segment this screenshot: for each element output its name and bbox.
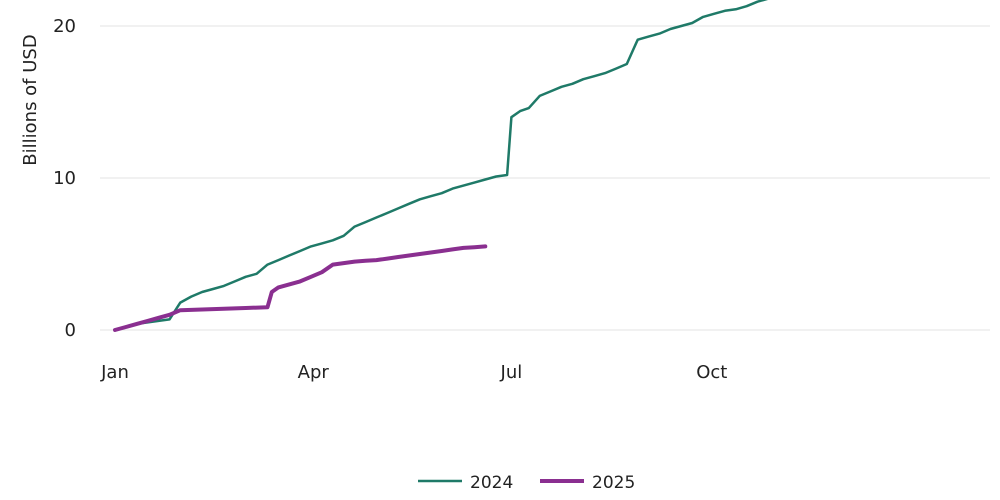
y-tick-label: 20 [53,16,76,37]
series-lines [113,0,769,332]
y-tick-label: 10 [53,168,76,189]
x-tick-label: Jan [100,362,129,383]
legend-label: 2024 [470,473,513,493]
legend: 2024 2025 [418,473,635,493]
series-line-2025 [113,244,488,332]
gridlines [100,25,990,331]
series-2024 [113,0,769,332]
x-axis-ticks: Jan Apr Jul Oct [100,362,727,383]
x-tick-label: Jul [500,362,523,383]
y-axis-ticks: 0 10 20 [53,16,76,341]
series-line-2024 [113,0,769,332]
legend-label: 2025 [592,473,635,493]
y-tick-label: 0 [65,320,76,341]
x-tick-label: Apr [298,362,330,383]
y-axis-title: Billions of USD [20,34,41,165]
series-2025 [113,244,488,332]
x-tick-label: Oct [696,362,727,383]
